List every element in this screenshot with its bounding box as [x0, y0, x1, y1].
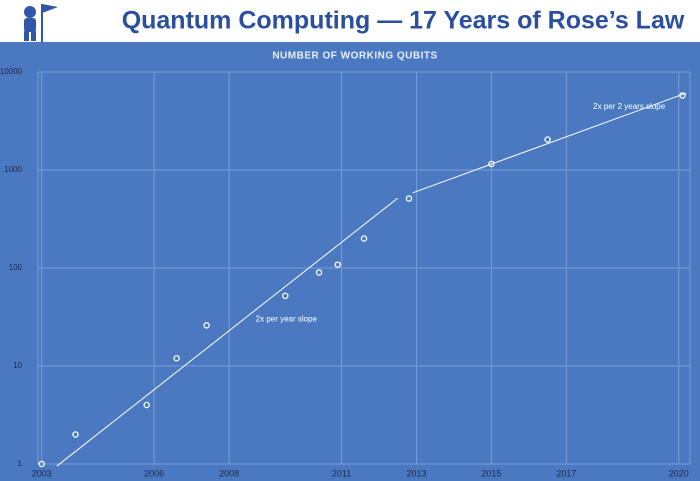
data-point: [282, 292, 289, 300]
data-point: [405, 195, 413, 202]
data-point: [143, 401, 150, 409]
data-point: [203, 322, 210, 329]
data-point: [38, 460, 45, 468]
data-point: [173, 354, 180, 362]
y-tick-label: 1: [18, 459, 23, 468]
data-point: [544, 136, 551, 143]
y-tick-label: 10: [13, 361, 22, 370]
y-tick-label: 1000: [4, 165, 22, 174]
data-point: [334, 261, 342, 268]
x-tick-label: 2003: [32, 468, 52, 478]
x-tick-label: 2017: [556, 468, 576, 478]
data-point: [72, 431, 79, 438]
x-tick-label: 2006: [144, 468, 164, 478]
x-tick-label: 2020: [669, 468, 689, 478]
x-tick-label: 2011: [332, 468, 351, 478]
trend-label: 2x per 2 years slope: [593, 102, 666, 111]
trend-label: 2x per year slope: [256, 314, 318, 323]
x-tick-label: 2013: [406, 468, 426, 478]
data-point: [488, 160, 495, 168]
chart-subtitle: NUMBER OF WORKING QUBITS: [272, 51, 437, 62]
y-tick-label: 10000: [0, 67, 23, 76]
data-point: [679, 92, 686, 99]
trend-line: [56, 197, 399, 467]
astronaut-icon: [24, 4, 58, 42]
data-point: [315, 269, 323, 276]
chart-title: Quantum Computing — 17 Years of Rose’s L…: [122, 7, 685, 35]
chart-background: [0, 42, 700, 481]
data-point: [360, 235, 368, 242]
trend-line: [412, 92, 687, 194]
x-tick-label: 2015: [481, 468, 501, 478]
y-tick-label: 100: [9, 263, 23, 272]
x-tick-label: 2008: [219, 468, 239, 478]
